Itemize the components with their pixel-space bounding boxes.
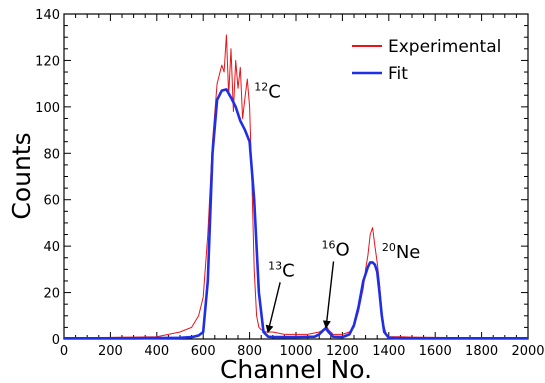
annotation-label: 16O xyxy=(322,238,350,260)
y-axis-title: Counts xyxy=(7,132,36,219)
series-experimental-line xyxy=(64,34,528,339)
plot-frame xyxy=(63,13,529,340)
x-axis-title: Channel No. xyxy=(220,355,372,383)
y-tick-label: 80 xyxy=(43,147,60,162)
x-tick-label: 1400 xyxy=(372,344,405,359)
y-tick-label: 20 xyxy=(43,287,60,302)
annotation-arrow xyxy=(265,282,281,334)
annotation-label: 13C xyxy=(268,259,295,281)
y-tick-label: 40 xyxy=(43,240,60,255)
x-tick-label: 1600 xyxy=(419,344,452,359)
x-tick-label: 0 xyxy=(60,344,68,359)
x-tick-label: 1200 xyxy=(326,344,359,359)
y-tick-labels: 0 20 40 60 80 100 120 140 xyxy=(35,8,60,348)
x-tick-label: 200 xyxy=(98,344,123,359)
y-tick-label: 120 xyxy=(35,54,60,69)
y-tick-label: 100 xyxy=(35,101,60,116)
annotation-arrow xyxy=(322,261,335,329)
x-tick-label: 800 xyxy=(237,344,262,359)
y-tick-label: 140 xyxy=(35,8,60,23)
x-tick-label: 1800 xyxy=(465,344,498,359)
series-fit-line xyxy=(64,88,528,340)
x-tick-label: 400 xyxy=(144,344,169,359)
x-tick-labels: 0 200 400 600 800 1000 1200 1400 1600 1800 2000 xyxy=(60,344,545,359)
legend-label-experimental: Experimental xyxy=(388,37,501,57)
annotation-label: 20Ne xyxy=(382,241,421,263)
annotation-label: 12C xyxy=(254,81,281,103)
y-tick-label: 60 xyxy=(43,194,60,209)
legend: Experimental Fit xyxy=(352,37,501,84)
x-tick-label: 2000 xyxy=(511,344,544,359)
axis-ticks xyxy=(63,13,529,340)
x-tick-label: 600 xyxy=(191,344,216,359)
legend-label-fit: Fit xyxy=(388,64,408,84)
peak-annotations: 12C 13C 16O 20Ne xyxy=(254,81,421,334)
y-tick-label: 0 xyxy=(52,333,60,348)
x-tick-label: 1000 xyxy=(279,344,312,359)
